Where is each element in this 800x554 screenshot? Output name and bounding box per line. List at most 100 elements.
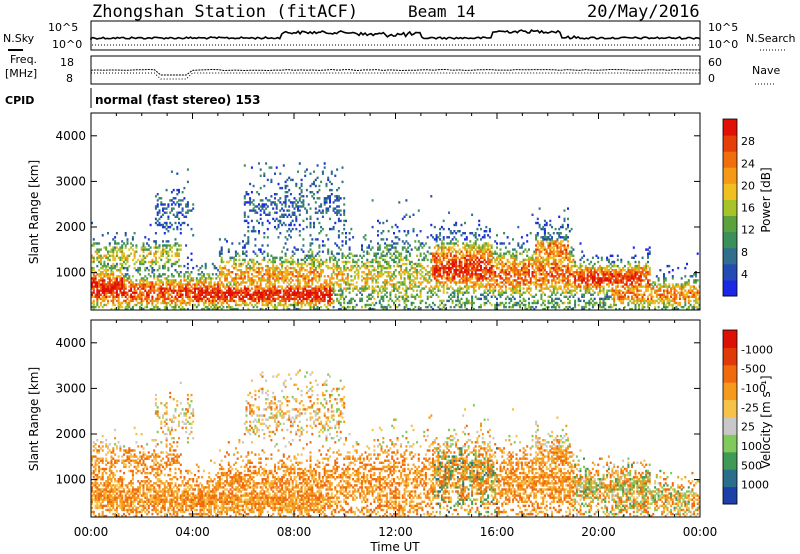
cell xyxy=(311,260,314,264)
cell xyxy=(91,295,93,298)
cell xyxy=(258,273,260,276)
cell xyxy=(254,293,257,296)
cell xyxy=(311,266,314,270)
cell xyxy=(368,277,371,280)
cell xyxy=(442,244,445,247)
cell xyxy=(325,197,328,200)
cell xyxy=(442,246,445,249)
cell xyxy=(337,205,340,208)
cell xyxy=(318,285,321,288)
cell xyxy=(538,262,541,266)
cell xyxy=(448,258,450,262)
cell xyxy=(256,291,259,294)
cell xyxy=(435,271,438,274)
cell xyxy=(172,197,175,200)
cell xyxy=(281,256,284,259)
cell xyxy=(327,299,330,303)
cell xyxy=(437,258,440,262)
cell xyxy=(451,277,454,280)
cell xyxy=(293,283,296,286)
cell xyxy=(156,205,159,208)
cell xyxy=(364,277,367,280)
cell xyxy=(92,277,95,280)
cell xyxy=(522,264,525,268)
cell xyxy=(387,244,390,247)
cell xyxy=(295,297,298,301)
cell xyxy=(313,182,315,186)
cell xyxy=(178,188,180,192)
cell xyxy=(446,285,449,288)
cell xyxy=(332,271,335,274)
cell xyxy=(178,305,180,309)
cell xyxy=(229,297,232,301)
cell xyxy=(172,244,175,247)
cell xyxy=(318,197,321,200)
cell xyxy=(194,285,196,288)
cell xyxy=(188,301,191,305)
cell xyxy=(512,295,514,298)
cell xyxy=(126,238,129,241)
cell xyxy=(245,266,248,270)
cell xyxy=(375,281,378,284)
cell xyxy=(398,271,401,274)
cell xyxy=(464,279,466,282)
cell xyxy=(156,305,159,309)
cell xyxy=(186,211,189,214)
cell xyxy=(508,264,511,268)
cell xyxy=(366,264,369,268)
cell xyxy=(543,293,546,296)
cell xyxy=(274,307,276,311)
cell xyxy=(329,295,331,298)
cell xyxy=(284,279,287,282)
cell xyxy=(172,279,175,282)
cell xyxy=(558,252,561,255)
cell xyxy=(297,287,299,290)
cell xyxy=(289,215,292,218)
cell xyxy=(277,223,280,227)
cell xyxy=(311,287,314,290)
cell xyxy=(337,186,340,190)
cell xyxy=(549,246,552,249)
cell xyxy=(154,260,157,264)
cell xyxy=(444,269,447,272)
cell xyxy=(178,244,180,247)
cell xyxy=(300,305,303,309)
cell xyxy=(170,295,173,298)
cell xyxy=(474,240,477,243)
cell xyxy=(503,232,506,235)
cell xyxy=(522,273,525,276)
cell xyxy=(389,291,392,294)
cell xyxy=(508,305,511,309)
cell xyxy=(526,250,529,253)
cell xyxy=(92,273,95,276)
cell xyxy=(234,264,237,268)
cell xyxy=(194,295,196,298)
cell xyxy=(448,248,450,251)
cell xyxy=(394,299,397,303)
cell xyxy=(108,258,111,262)
cell xyxy=(298,279,301,282)
cell xyxy=(91,287,93,290)
cell xyxy=(377,234,379,237)
cell xyxy=(483,271,486,274)
cell xyxy=(291,227,294,231)
cell xyxy=(343,209,346,212)
cell xyxy=(316,281,319,284)
cell xyxy=(233,299,236,303)
cell xyxy=(130,279,133,282)
cell xyxy=(156,289,159,292)
cell xyxy=(533,269,536,272)
cell xyxy=(327,252,330,255)
cell xyxy=(263,256,266,259)
cell xyxy=(183,299,186,303)
cell xyxy=(355,293,358,296)
cell xyxy=(195,264,198,268)
cell xyxy=(293,252,296,255)
cell xyxy=(353,275,356,278)
cell xyxy=(309,244,312,247)
cell xyxy=(462,256,465,259)
cell xyxy=(169,244,172,247)
cell xyxy=(277,293,280,296)
cell xyxy=(297,277,299,280)
cell xyxy=(334,207,337,210)
